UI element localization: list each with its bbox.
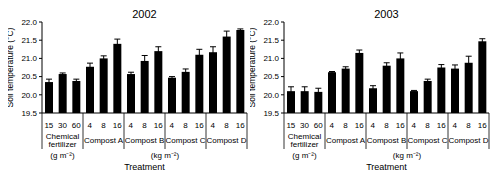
svg-text:4: 4: [371, 121, 376, 130]
svg-text:30: 30: [58, 121, 67, 130]
svg-text:4: 4: [330, 121, 335, 130]
svg-text:Compost C: Compost C: [165, 136, 205, 145]
svg-text:Soil temperature (°C): Soil temperature (°C): [8, 27, 15, 107]
svg-text:16: 16: [154, 121, 163, 130]
svg-text:16: 16: [478, 121, 487, 130]
html-text:2003: 2003: [374, 8, 399, 20]
svg-text:21.5: 21.5: [263, 36, 279, 45]
svg-text:16: 16: [195, 121, 204, 130]
svg-text:8: 8: [224, 121, 229, 130]
svg-text:4: 4: [412, 121, 417, 130]
svg-text:21.0: 21.0: [21, 54, 37, 63]
svg-text:20.0: 20.0: [263, 91, 279, 100]
svg-text:16: 16: [396, 121, 405, 130]
svg-text:8: 8: [101, 121, 106, 130]
svg-text:(g m⁻²): (g m⁻²): [292, 151, 317, 160]
svg-text:20.0: 20.0: [21, 91, 37, 100]
svg-text:60: 60: [314, 121, 323, 130]
svg-text:21.0: 21.0: [263, 54, 279, 63]
svg-text:(kg m⁻²): (kg m⁻²): [393, 151, 422, 160]
html-text:2002: 2002: [132, 8, 157, 20]
svg-text:15: 15: [286, 121, 295, 130]
svg-text:30: 30: [300, 121, 309, 130]
svg-text:15: 15: [44, 121, 53, 130]
svg-text:20.5: 20.5: [263, 72, 279, 81]
svg-text:8: 8: [183, 121, 188, 130]
svg-text:4: 4: [211, 121, 216, 130]
svg-text:8: 8: [343, 121, 348, 130]
svg-text:16: 16: [437, 121, 446, 130]
svg-text:Chemicalfertilizer: Chemicalfertilizer: [288, 132, 322, 149]
svg-text:16: 16: [236, 121, 245, 130]
svg-text:(kg m⁻²): (kg m⁻²): [151, 151, 180, 160]
svg-text:22.0: 22.0: [263, 18, 279, 27]
svg-text:8: 8: [384, 121, 389, 130]
svg-text:Treatment: Treatment: [124, 162, 165, 171]
svg-text:4: 4: [170, 121, 175, 130]
svg-text:19.5: 19.5: [263, 109, 279, 118]
svg-text:8: 8: [425, 121, 430, 130]
svg-text:22.0: 22.0: [21, 18, 37, 27]
svg-text:Compost C: Compost C: [407, 136, 447, 145]
svg-text:20.5: 20.5: [21, 72, 37, 81]
svg-text:Compost D: Compost D: [206, 136, 246, 145]
svg-text:Treatment: Treatment: [366, 162, 407, 171]
svg-text:Compost A: Compost A: [326, 136, 366, 145]
svg-text:8: 8: [466, 121, 471, 130]
svg-text:Compost B: Compost B: [125, 136, 165, 145]
svg-text:4: 4: [88, 121, 93, 130]
svg-text:Compost B: Compost B: [367, 136, 407, 145]
svg-text:Soil temperature (°C): Soil temperature (°C): [250, 27, 257, 107]
svg-text:(g m⁻²): (g m⁻²): [50, 151, 75, 160]
svg-text:19.5: 19.5: [21, 109, 37, 118]
svg-text:4: 4: [129, 121, 134, 130]
svg-text:16: 16: [355, 121, 364, 130]
svg-text:8: 8: [142, 121, 147, 130]
svg-text:16: 16: [113, 121, 122, 130]
svg-text:Chemicalfertilizer: Chemicalfertilizer: [46, 132, 80, 149]
svg-text:Compost D: Compost D: [448, 136, 488, 145]
svg-text:4: 4: [453, 121, 458, 130]
svg-text:21.5: 21.5: [21, 36, 37, 45]
svg-text:60: 60: [72, 121, 81, 130]
svg-text:Compost A: Compost A: [84, 136, 124, 145]
